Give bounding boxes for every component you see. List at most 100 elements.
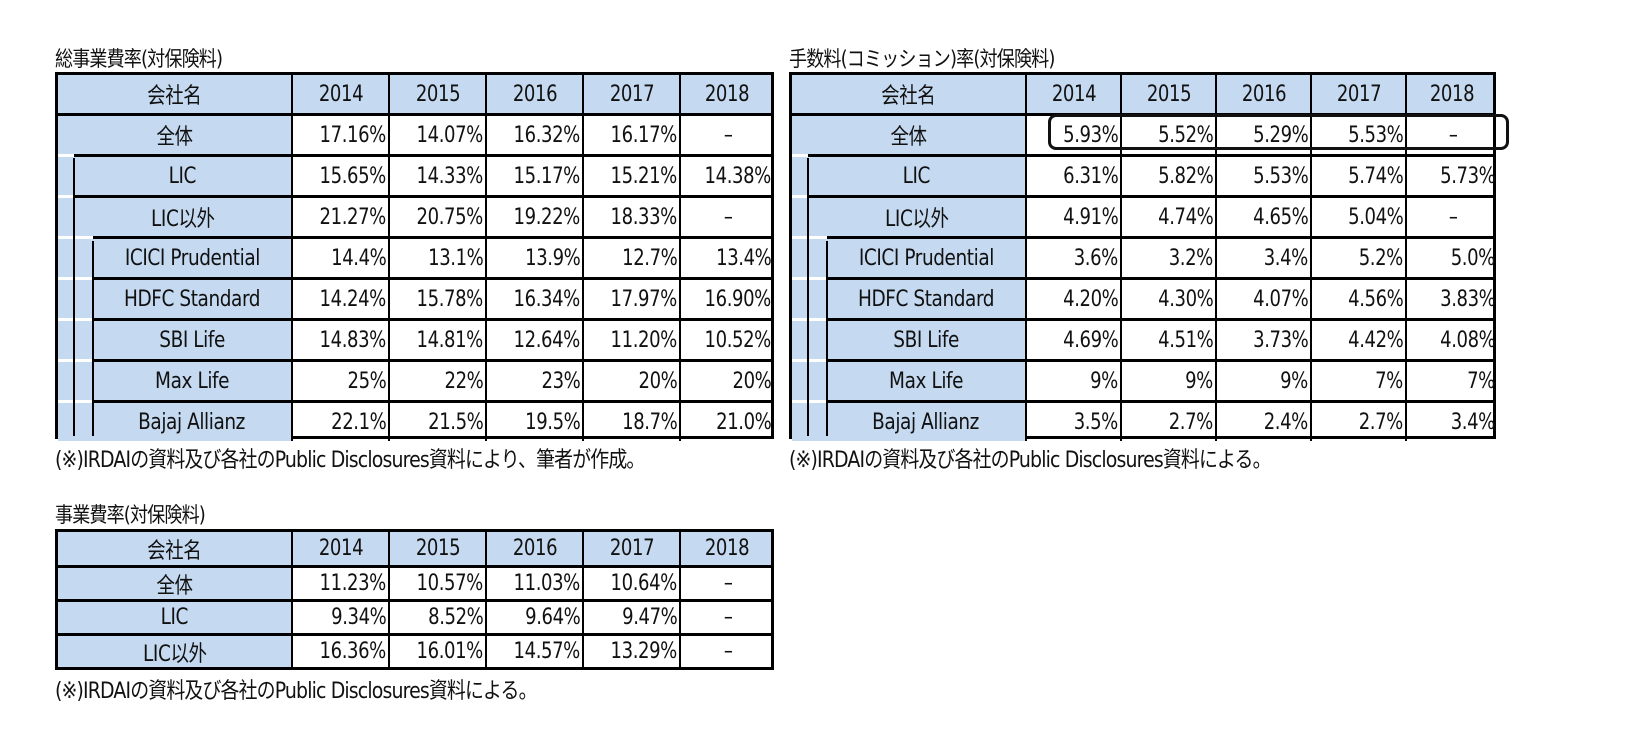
value-text: 13.4% xyxy=(715,245,772,271)
operating-expense-title: 事業費率(対保険料) xyxy=(55,503,206,527)
value-cell: 2.4% xyxy=(1215,403,1310,441)
value-cell: 6.31% xyxy=(1025,157,1120,195)
commission-total-highlight xyxy=(1048,114,1509,150)
year-label: 2015 xyxy=(415,81,460,107)
value-text: 4.20% xyxy=(1062,286,1119,312)
table-row: LIC以外 4.91% 4.74% 4.65% 5.04% – xyxy=(792,198,1493,236)
value-cell: 9.47% xyxy=(582,602,679,633)
value-text: – xyxy=(723,204,733,230)
value-cell: 3.4% xyxy=(1405,403,1497,441)
value-cell: 4.20% xyxy=(1025,280,1120,318)
company-name: Max Life xyxy=(154,368,230,394)
company-name: LIC以外 xyxy=(884,207,949,232)
value-text: 10.52% xyxy=(704,327,772,353)
value-cell: 5.93% xyxy=(1025,116,1120,154)
year-header-2018: 2018 xyxy=(679,75,773,113)
value-cell: 5.53% xyxy=(1215,157,1310,195)
value-text: 16.01% xyxy=(416,639,484,664)
row-divider xyxy=(827,236,1493,239)
year-label: 2015 xyxy=(1146,81,1191,107)
value-cell: 21.27% xyxy=(291,198,388,236)
value-text: – xyxy=(723,605,733,630)
value-cell: 9% xyxy=(1215,362,1310,400)
value-cell: 4.30% xyxy=(1120,280,1215,318)
value-text: 5.93% xyxy=(1062,122,1119,148)
company-name: Bajaj Allianz xyxy=(138,409,246,435)
company-name: Max Life xyxy=(888,368,964,394)
value-text: 14.07% xyxy=(416,122,484,148)
value-text: 20% xyxy=(732,368,771,394)
row-label-cell: LIC xyxy=(58,602,291,633)
value-text: 21.27% xyxy=(319,204,387,230)
value-text: 9.64% xyxy=(524,605,581,630)
row-divider xyxy=(827,400,1493,403)
value-text: 9.34% xyxy=(330,605,387,630)
value-text: – xyxy=(1448,204,1458,230)
header-row: 会社名 2014 2015 2016 2017 2018 xyxy=(58,75,771,113)
year-label: 2014 xyxy=(318,536,363,561)
value-text: 4.69% xyxy=(1062,327,1119,353)
column-header-label: 会社名 xyxy=(147,84,202,109)
value-text: 5.53% xyxy=(1347,122,1404,148)
value-text: 5.29% xyxy=(1252,122,1309,148)
value-text: 15.17% xyxy=(513,163,581,189)
hierarchy-line xyxy=(826,241,828,436)
table-row: Bajaj Allianz 22.1% 21.5% 19.5% 18.7% 21.0% xyxy=(58,403,771,441)
value-cell: 17.97% xyxy=(582,280,679,318)
table-row: LIC 9.34% 8.52% 9.64% 9.47% – xyxy=(58,602,771,633)
year-header-2015: 2015 xyxy=(388,75,485,113)
value-text: 21.0% xyxy=(715,409,772,435)
value-text: 4.51% xyxy=(1157,327,1214,353)
value-cell: 5.04% xyxy=(1310,198,1405,236)
value-text: 14.57% xyxy=(513,639,581,664)
total-expense-note: (※)IRDAIの資料及び各社のPublic Disclosures資料により、… xyxy=(55,448,645,473)
value-cell: 13.1% xyxy=(388,239,485,277)
value-cell: 20.75% xyxy=(388,198,485,236)
value-text: 11.20% xyxy=(610,327,678,353)
year-label: 2017 xyxy=(609,536,654,561)
value-text: 3.4% xyxy=(1263,245,1309,271)
row-label-cell: LIC xyxy=(58,157,291,195)
value-text: 11.03% xyxy=(513,571,581,596)
value-text: 5.73% xyxy=(1439,163,1496,189)
value-text: 15.21% xyxy=(610,163,678,189)
value-cell: 14.57% xyxy=(485,636,582,667)
value-cell: 5.52% xyxy=(1120,116,1215,154)
value-text: 16.36% xyxy=(319,639,387,664)
value-cell: 3.4% xyxy=(1215,239,1310,277)
row-label-cell: HDFC Standard xyxy=(58,280,291,318)
company-name: HDFC Standard xyxy=(123,286,261,312)
year-label: 2016 xyxy=(1241,81,1286,107)
company-name-header: 会社名 xyxy=(58,532,291,565)
row-divider xyxy=(93,359,771,362)
year-header-2018: 2018 xyxy=(679,532,773,565)
year-header-2014: 2014 xyxy=(291,532,388,565)
value-cell: 13.9% xyxy=(485,239,582,277)
value-cell: 14.24% xyxy=(291,280,388,318)
row-divider xyxy=(74,154,771,157)
company-name: 全体 xyxy=(156,125,193,150)
year-header-2014: 2014 xyxy=(1025,75,1120,113)
value-text: 15.78% xyxy=(416,286,484,312)
hierarchy-line xyxy=(73,158,75,436)
value-text: 9.47% xyxy=(621,605,678,630)
value-cell: 20% xyxy=(679,362,773,400)
value-cell: 4.42% xyxy=(1310,321,1405,359)
value-text: 16.34% xyxy=(513,286,581,312)
value-cell: 14.07% xyxy=(388,116,485,154)
value-cell: 11.23% xyxy=(291,568,388,599)
value-cell: 17.16% xyxy=(291,116,388,154)
value-text: 14.24% xyxy=(319,286,387,312)
row-divider xyxy=(827,359,1493,362)
row-label-cell: LIC以外 xyxy=(58,636,291,667)
header-row: 会社名 2014 2015 2016 2017 2018 xyxy=(58,532,771,565)
value-cell: 21.5% xyxy=(388,403,485,441)
company-name: 全体 xyxy=(156,573,193,599)
value-text: 14.81% xyxy=(416,327,484,353)
company-name: LIC以外 xyxy=(142,641,207,667)
value-cell: 14.33% xyxy=(388,157,485,195)
company-name: LIC xyxy=(160,605,189,630)
header-divider xyxy=(58,565,771,568)
value-text: – xyxy=(723,122,733,148)
value-cell: 15.65% xyxy=(291,157,388,195)
